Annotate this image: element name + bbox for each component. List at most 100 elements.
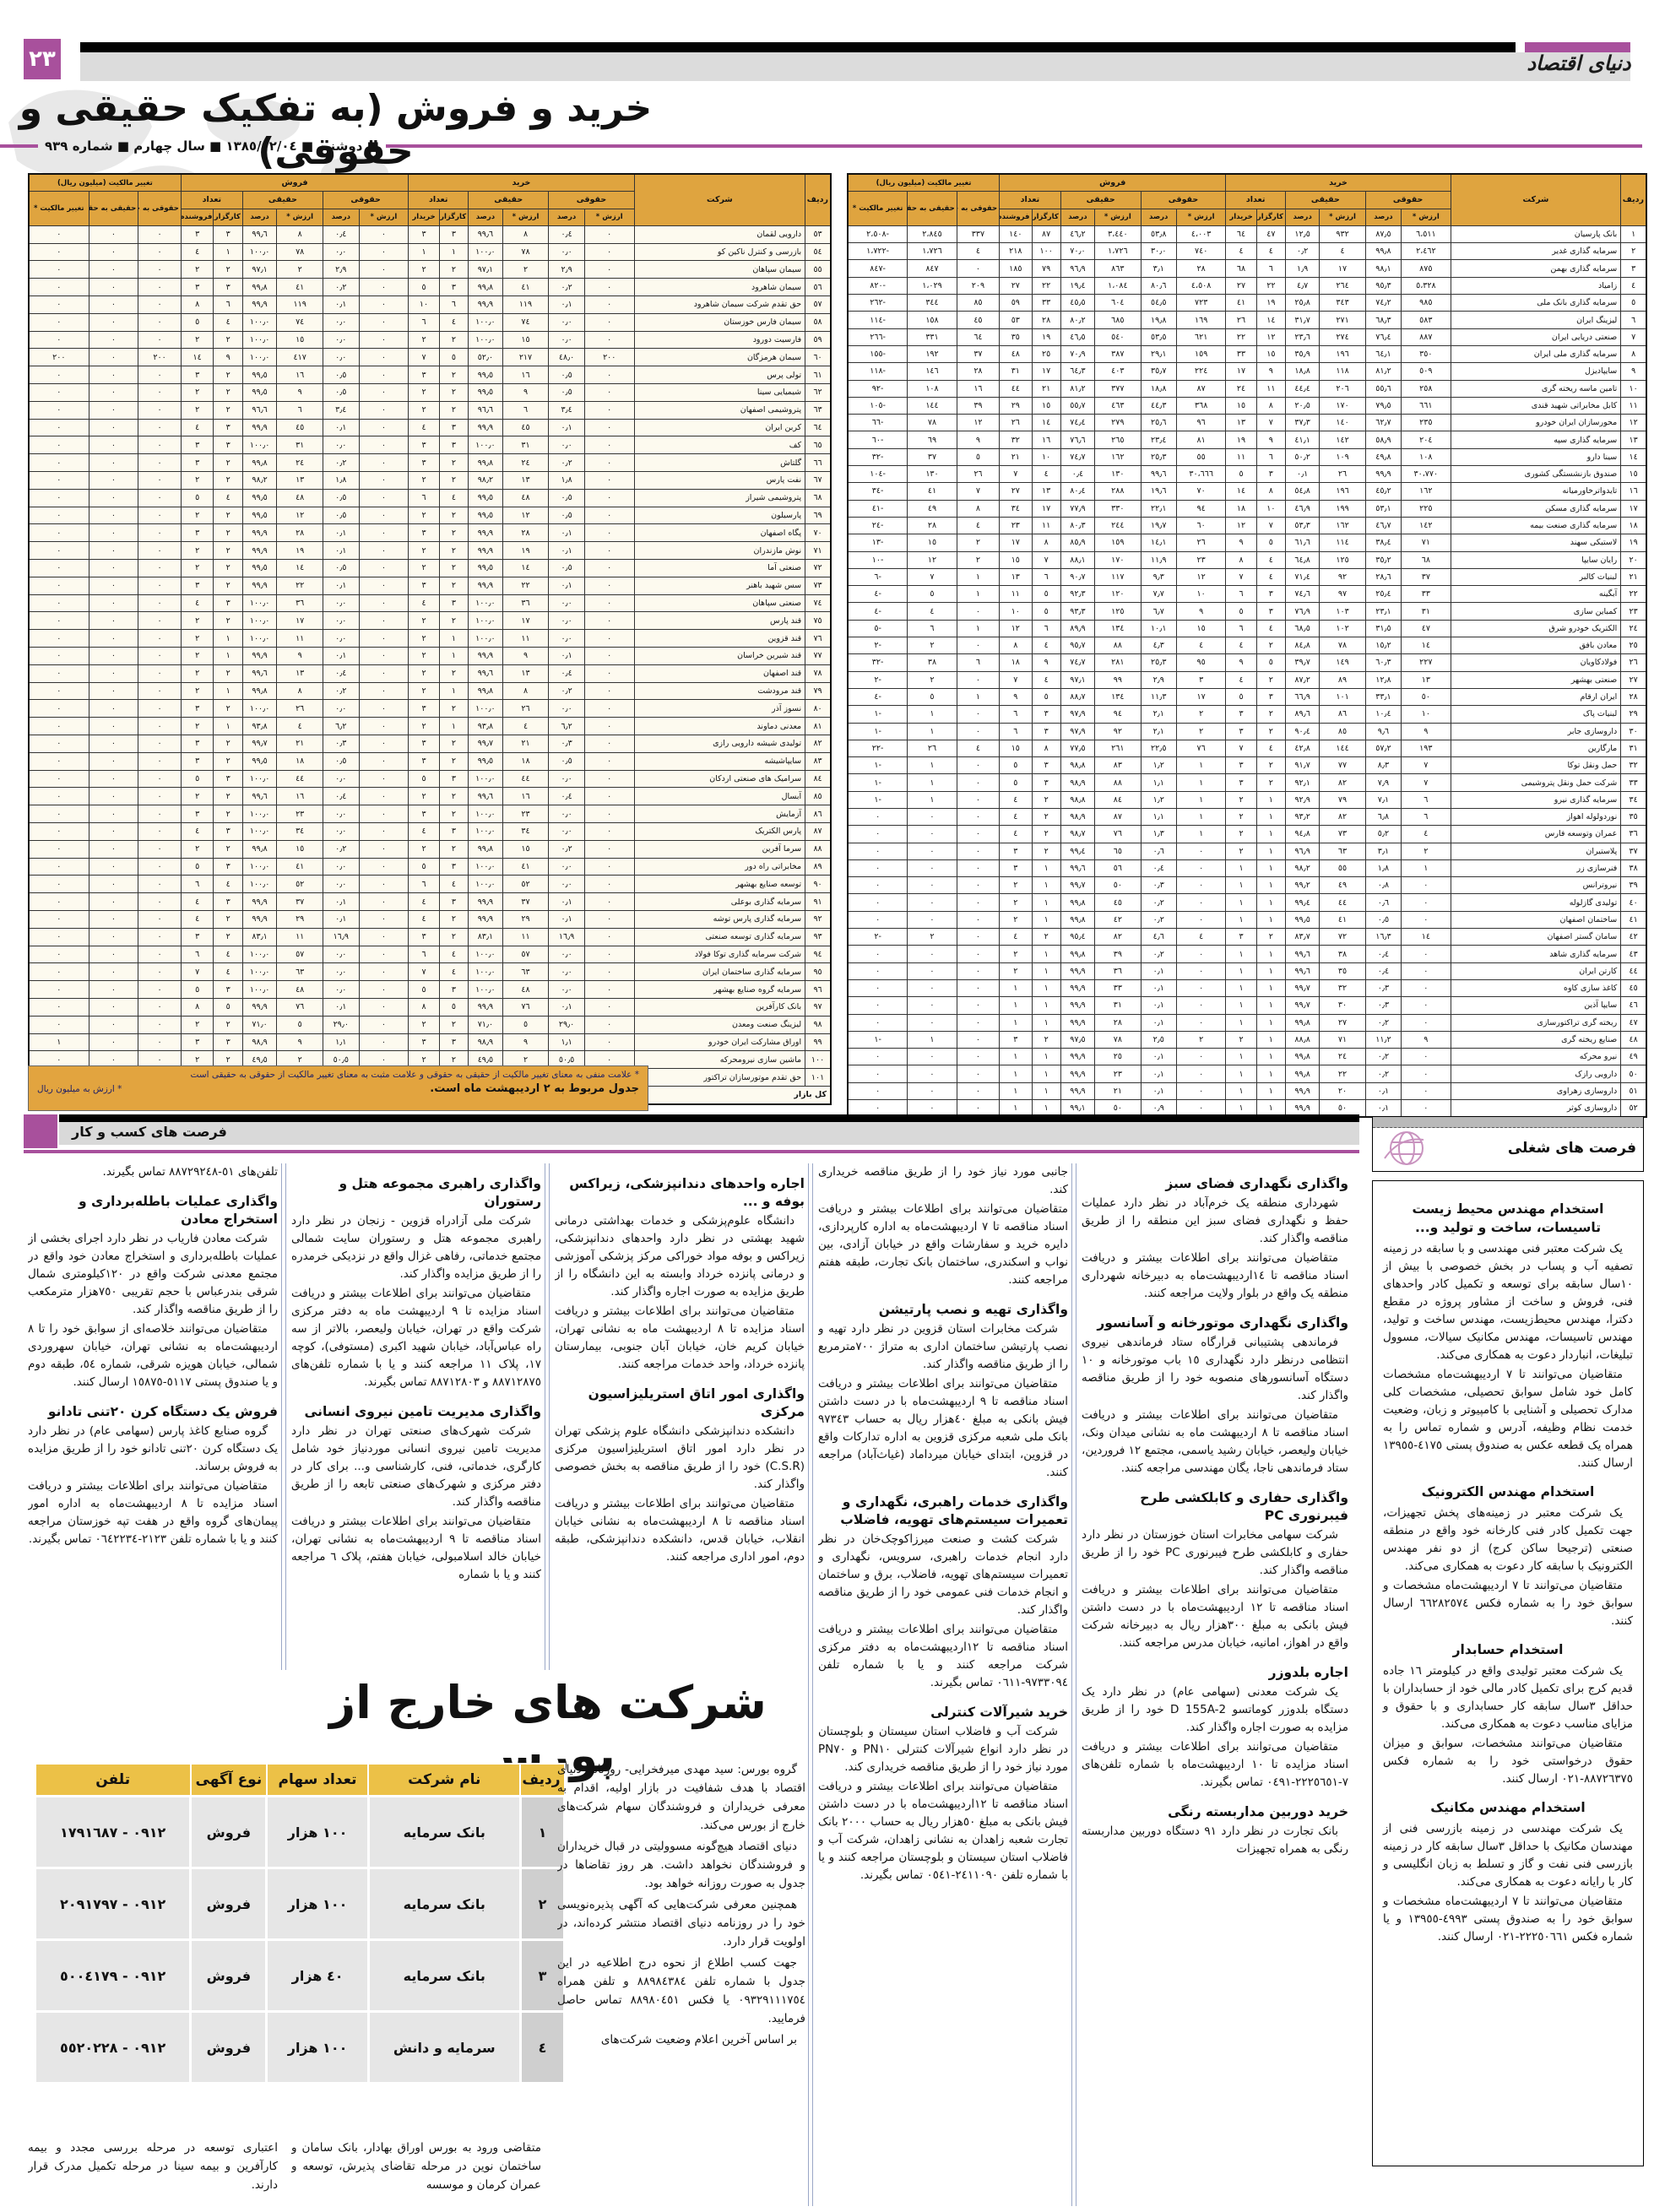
company-name: عمران وتوسعه فارس (1450, 825, 1622, 843)
column-header: فروش (999, 173, 1227, 192)
company-name: تامین ماسه ریخته گری (1450, 379, 1622, 398)
company-name: کربن ایران (633, 418, 806, 437)
table-row: ٨٣ سایپاشیشه ٠ ٠٫٥ ١٨ ٩٩٫٥ ٢ ٣ ٠ ٠٫٥ ١٨ ٩٩٫٥ ٢ ٣ ٠ ٠ ٠ (28, 751, 832, 771)
table-row: ٦٧ نفت پارس ٠ ١٫٨ ١٣ ٩٨٫٢ ٢ ٢ ٠ ١٫٨ ١٣ ٩٨٫٢ ٢ ٢ ٠ ٠ ٠ (28, 471, 832, 490)
footnote-bold: جدول مربوط به ٢ اردیبهشت ماه است. (430, 1082, 639, 1095)
company-name: معدنی دماوند (633, 717, 806, 735)
jobs-header-strip (1373, 1117, 1643, 1128)
table-row: ٧٥ قند پارس ٠ ٠٫٠ ١٧ ١٠٠٫٠ ٢ ٢ ٠ ٠٫٠ ١٧ ١٠٠٫٠ ٢ ٢ ٠ ٠ ٠ (28, 611, 832, 631)
otc-note-middle: متقاضی ورود به بورس اوراق بهادار، بانک س… (291, 2141, 541, 2192)
table-row: ٣ سرمایه گذاری بهمن ٨٧٥ ٩٨٫١ ١٧ ١٫٩ ٦ ٦٨ ٢٨ ٣٫١ ٨٦… (847, 259, 1647, 278)
column-separator (1071, 1163, 1076, 2206)
column-separator (808, 1163, 813, 2206)
table-row: ٢ سرمایه گذاری غدیر ٢،٤٦٢ ٩٩٫٨ ٤ ٠٫٢ ٤ ٤ ٧٤٠ ٣٠٫٠… (847, 242, 1647, 261)
company-name: کارتن ایران (1450, 962, 1622, 980)
company-name: لیزینگ صنعت ومعدن (633, 1015, 806, 1034)
page-title: خرید و فروش (به تفکیک حقیقی و حقوقی) (19, 87, 653, 173)
table-row: ١٦ تایدواترخاورمیانه ١٦٢ ٤٥٫٢ ١٩٦ ٥٤٫٨ ٨ ١٤ ٧٠ ١٩… (847, 482, 1647, 501)
column-header: درصد (1364, 208, 1402, 226)
table-row: ٦٦ گلتاش ٠ ٠٫٢ ٢٤ ٩٩٫٨ ٢ ٣ ٠ ٠٫٢ ٢٤ ٩٩٫٨ ٢ ٣ ٠ ٠ ٠ (28, 453, 832, 473)
column-header: درصد (241, 208, 278, 226)
section-accent-square (24, 1114, 57, 1148)
globe-icon (1384, 1131, 1424, 1165)
company-name: لبنیات کالبر (1450, 567, 1622, 587)
otc-intro-column: گروه بورس: سید مهدی میرفخرایی- روزنامه د… (557, 1760, 805, 2212)
company-name: محورسازان ایران خودرو (1450, 414, 1622, 432)
column-header: تغییر مالکیت (میلیون ریال) (28, 173, 182, 192)
column-header: تعداد (180, 191, 243, 209)
column-header: فروش (180, 173, 409, 192)
company-name: سرمایه گذاری سپه (1450, 431, 1622, 449)
company-name: سرما آفرین (633, 839, 806, 859)
table-row: ٣٣ شرکت حمل ونقل پتروشیمی ٧ ٧٫٩ ٨٢ ٩٢٫١ ٢ ٣ ١ ١٫١… (847, 773, 1647, 792)
ad-body: بانک تجارت در نظر دارد ٩١ دستگاه دوربین … (1082, 1824, 1348, 1856)
column-header: فروشنده (999, 208, 1033, 226)
otc-note-left: اعتباری توسعه در مرحله بررسی مجدد و بیمه… (28, 2141, 278, 2192)
company-name: سیمان سپاهان (633, 260, 806, 279)
ads-column-5: تلفن‌های ٥١-٨٨٧٢٩٢٤٨ تماس بگیرند. واگذاری… (28, 1163, 278, 1670)
table-row: ١٠ تامین ماسه ریخته گری ٢٥٨ ٥٥٫٦ ٢٠٦ ٤٤٫٤ ١١ ٢٤… (847, 379, 1647, 398)
company-name: بانک کارآفرین (633, 997, 806, 1017)
company-name: سینا دارو (1450, 447, 1622, 467)
company-name: پلاستیران (1450, 842, 1622, 860)
company-name: سرمایه گذاری ساختمان ایران (633, 962, 806, 982)
company-name: نسوز آذر (633, 699, 806, 718)
market-table-right: ردیف شرکت خرید فروش تغییر مالکیت (میلیون ریا… (847, 173, 1647, 1119)
table-footnote-box: * علامت منفی به معنای تغییر مالکیت از حق… (28, 1065, 648, 1111)
otc-column-header: تلفن (34, 1763, 192, 1797)
table-row: ٥١ داروسازی زهراوی ٠ ٠٫١ ٢٠ ٩٩٫٩ ١ ١ ٠ ٠٫١ ٢١ ٩٩٫٩ ١… (847, 1082, 1647, 1101)
market-table-left: ردیف شرکت خرید فروش تغییر مالکیت (میلیون ریا… (28, 173, 832, 1105)
table-row: ٨٩ مخابراتی راه دور ٠ ٠٫٠ ٤١ ١٠٠٫٠ ٣ ٥ ٠ ٠٫٠ ٤١ ١٠٠… (28, 857, 832, 876)
otc-column-header: نام شرکت (367, 1763, 522, 1797)
company-name: تایدواترخاورمیانه (1450, 482, 1622, 501)
company-name: سرمایه گذاری شاهد (1450, 945, 1622, 963)
section-black-bar (59, 1114, 1359, 1122)
company-name: پتروشیمی شیراز (633, 488, 806, 507)
table-row: ٣٠ داروسازی جابر ٩ ٩٫٦ ٨٥ ٩٠٫٤ ٢ ٣ ٢ ٢٫١ ٩٢ ٩٧٫٩ ٣ ٦ ٠… (847, 722, 1647, 740)
column-header: شرکت (1450, 173, 1622, 226)
dateline-rule-left (385, 144, 1642, 148)
company-name: سرمایه گذاری بهمن (1450, 259, 1622, 278)
newspaper-logo: دنیای اقتصاد (1527, 51, 1631, 75)
table-row: ٧٢ صنعتی آما ٠ ٠٫٥ ١٤ ٩٩٫٥ ٢ ٢ ٠ ٠٫٥ ١٤ ٩٩٫٥ ٢ ٢ ٠ ٠ ٠ (28, 559, 832, 577)
table-row: ٧٨ قند اصفهان ٠ ٠٫٤ ١٣ ٩٩٫٦ ٢ ٢ ٠ ٠٫٤ ١٣ ٩٩٫٦ ٢ ٢ ٠ ٠ ٠ (28, 664, 832, 683)
ad-body: شرکت سهامی مخابرات استان خوزستان در نظر … (1082, 1528, 1348, 1650)
ad-body: یک شرکت معتبر در زمینه‌های پخش تجهیزات، … (1383, 1506, 1634, 1628)
column-header: تغییر مالکیت (میلیون ریال) (847, 173, 1001, 192)
table-row: ٧٤ صنعتی سپاهان ٠ ٠٫٠ ٣٦ ١٠٠٫٠ ٣ ٤ ٠ ٠٫٠ ٣٦ ١٠٠٫٠ ٣ ٤… (28, 594, 832, 613)
table-row: ٥٣ دارویی لقمان ٠ ٠٫٤ ٨ ٩٩٫٦ ٣ ٣ ٠ ٠٫٤ ٨ ٩٩٫٦ ٣ ٣ ٠ ٠ ٠ (28, 225, 832, 244)
table-row: ٧٣ سس شهید باهنر ٠ ٠٫١ ٢٢ ٩٩٫٩ ٢ ٣ ٠ ٠٫١ ٢٢ ٩٩٫٩ ٢ ٣ ٠… (28, 576, 832, 595)
ad-title: استخدام مهندس محیط زیست تاسیسات، ساخت و … (1412, 1201, 1604, 1235)
company-name: رایان سایپا (1450, 550, 1622, 569)
table-row: ٩٨ لیزینگ صنعت ومعدن ٠ ٢٩٫٠ ٥ ٧١٫٠ ٢ ٢ ٠ ٢٩٫٠ ٥ ٧١٫… (28, 1015, 832, 1034)
column-header: کارگزار (1255, 208, 1286, 226)
company-name: داروسازی زهراوی (1450, 1082, 1622, 1101)
company-name: سرمایه گذاری پارس توشه (633, 909, 806, 929)
column-separator (545, 1163, 550, 1670)
company-name: معادن بافق (1450, 637, 1622, 655)
ad-title: واگذاری حفاری و کابلکشی طرح فیبرنوری PC (1140, 1490, 1348, 1523)
ad-title: خرید شیرآلات کنترلی (930, 1705, 1068, 1720)
otc-table-row: ٣ بانک سرمایه ٤٠ هزار فروش ٠٩١٢ - ٥٠٠٤١٧٩ (33, 1938, 567, 2013)
table-row: ٢٣ کمباین سازی ٣١ ٢٣٫١ ١٠٣ ٧٦٫٩ ٣ ٥ ٩ ٦٫٧ ١٢٥ ٩٣٫٣ ٥… (847, 602, 1647, 621)
company-name: نوردولوله اهواز (1450, 807, 1622, 827)
table-row: ٣٤ سرمایه گذاری نیرو ٦ ٧٫١ ٧٩ ٩٢٫٩ ١ ٢ ١ ١٫٢ ٨٤ ٩٨٫… (847, 790, 1647, 809)
footnote-line1: * علامت منفی به معنای تغییر مالکیت از حق… (190, 1070, 639, 1080)
table-row: ٤٦ سایپا آذین ٠ ٠٫٣ ٣٠ ٩٩٫٧ ١ ١ ٠ ٠٫١ ٣١ ٩٩٫٩ ١ ١ ٠ ٠ ٠ (847, 996, 1647, 1015)
otc-column-header: ردیف (519, 1763, 566, 1797)
otc-table: ردیف نام شرکت تعداد سهام نوع آگهی تلفن ١ بانک … (33, 1763, 567, 2085)
company-name: پگاه اصفهان (633, 523, 806, 543)
table-row: ٨٦ آزمایش ٠ ٠٫٠ ٢٣ ١٠٠٫٠ ٢ ٣ ٠ ٠٫٠ ٢٣ ١٠٠٫٠ ٢ ٣ ٠ ٠ ٠ (28, 805, 832, 823)
ad-body: یک شرکت مهندسی در زمینه بازرسی فنی از مه… (1383, 1822, 1634, 1944)
ad-body: شرکت مخابرات استان قزوین در نظر دارد تهی… (818, 1322, 1068, 1479)
company-name: ایران ارقام (1450, 687, 1622, 707)
table-row: ١١ کابل مخابراتی شهید قندی ٦٦١ ٧٩٫٥ ١٧٠ ٢٠٫٥ ٨… (847, 396, 1647, 415)
company-name: سایپادیزل (1450, 362, 1622, 381)
company-name: تولیدی شیشه دارویی رازی (633, 735, 806, 753)
otc-intro-paragraph: جهت کسب اطلاع از نحوه درج اطلاعیه در این… (557, 1956, 805, 2025)
column-header: حقوقی به حقیقی (138, 191, 182, 226)
company-name: تولیدی گازلوله (1450, 893, 1622, 912)
table-row: ١٧ سرمایه گذاری مسکن ٢٢٥ ٥٣٫١ ١٩٩ ٤٦٫٩ ١٠ ١٨ ٩٤ ٢… (847, 499, 1647, 518)
footnote-line2: * ارزش به میلیون ریال (37, 1083, 122, 1094)
table-row: ٤٣ سرمایه گذاری شاهد ٠ ٠٫٤ ٣٨ ٩٩٫٦ ١ ١ ٠ ٠٫٢ ٣٩ ٩٩٫… (847, 945, 1647, 963)
